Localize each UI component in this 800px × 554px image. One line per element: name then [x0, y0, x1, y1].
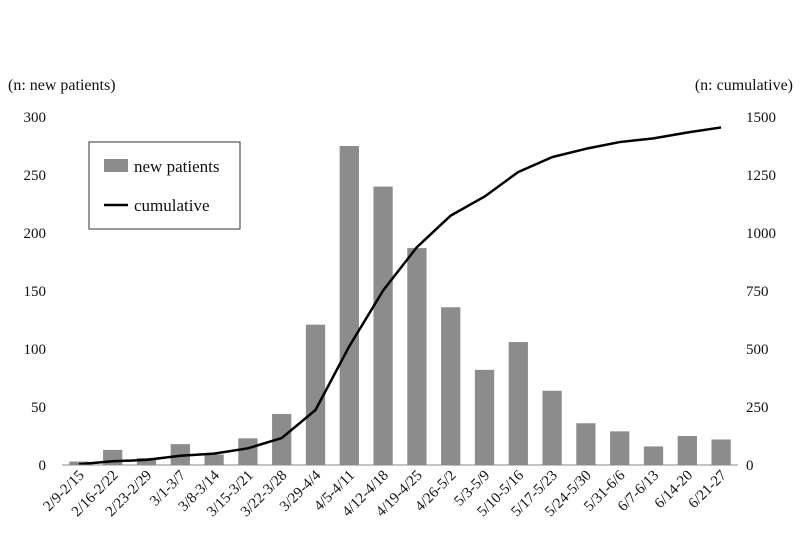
legend-label-new-patients: new patients: [134, 157, 219, 176]
y-right-tick-label-4: 1000: [746, 226, 776, 242]
y-right-tick-label-6: 1500: [746, 110, 776, 126]
y-right-tick-label-2: 500: [746, 342, 769, 358]
bar-12: [474, 369, 495, 465]
y-right-tick-label-0: 0: [746, 458, 754, 474]
bar-10: [407, 248, 427, 465]
bar-17: [643, 446, 664, 465]
bar-5: [238, 438, 258, 465]
y-left-axis-title: (n: new patients): [8, 77, 116, 94]
bar-15: [576, 423, 596, 465]
bar-4: [204, 454, 224, 465]
y-right-tick-label-3: 750: [746, 284, 769, 300]
legend-label-cumulative: cumulative: [134, 196, 210, 215]
bar-19: [711, 439, 731, 465]
bar-9: [373, 186, 393, 465]
bar-7: [305, 324, 326, 465]
bar-6: [272, 413, 292, 465]
y-left-tick-label-2: 100: [24, 342, 47, 358]
legend-swatch-new-patients: [104, 159, 128, 172]
y-left-tick-label-6: 300: [24, 110, 47, 126]
bar-8: [339, 146, 359, 465]
bar-14: [542, 390, 562, 465]
y-right-axis-title: (n: cumulative): [695, 77, 793, 94]
y-left-tick-label-5: 250: [24, 168, 47, 184]
y-right-tick-label-1: 250: [746, 400, 769, 416]
y-left-tick-label-1: 50: [31, 400, 46, 416]
y-right-tick-label-5: 1250: [746, 168, 776, 184]
y-left-tick-label-4: 200: [24, 226, 47, 242]
x-tick-label-19: 6/21-27: [686, 467, 731, 512]
bar-13: [508, 342, 528, 465]
legend-box: [88, 141, 241, 230]
line-layer: [78, 126, 722, 466]
cumulative-line: [78, 126, 722, 466]
bar-2: [136, 458, 157, 465]
legend: new patients cumulative: [88, 141, 241, 230]
bar-18: [677, 436, 697, 465]
y-left-tick-label-0: 0: [39, 458, 47, 474]
bar-16: [610, 431, 630, 465]
bar-11: [441, 307, 461, 465]
bars-layer: [69, 146, 731, 465]
y-left-tick-label-3: 150: [24, 284, 47, 300]
